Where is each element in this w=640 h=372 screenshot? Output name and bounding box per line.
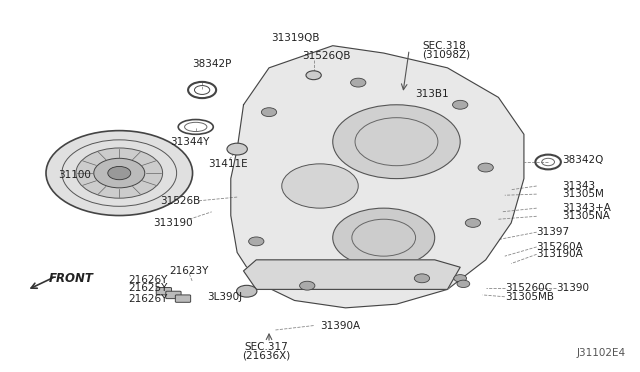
Circle shape xyxy=(414,274,429,283)
Text: 3L390J: 3L390J xyxy=(207,292,242,302)
Text: 31526QB: 31526QB xyxy=(302,51,351,61)
Text: J31102E4: J31102E4 xyxy=(577,348,626,358)
Text: SEC.317: SEC.317 xyxy=(244,341,288,352)
Circle shape xyxy=(237,285,257,297)
Circle shape xyxy=(454,275,467,282)
Text: 31319QB: 31319QB xyxy=(271,33,320,43)
Text: 313190: 313190 xyxy=(154,218,193,228)
Text: 31411E: 31411E xyxy=(208,159,248,169)
Text: 315260A: 315260A xyxy=(537,242,584,252)
Circle shape xyxy=(333,208,435,267)
Text: (31098Z): (31098Z) xyxy=(422,50,470,60)
Text: SEC.318: SEC.318 xyxy=(422,41,466,51)
Polygon shape xyxy=(244,260,460,289)
FancyBboxPatch shape xyxy=(175,295,191,302)
Circle shape xyxy=(248,237,264,246)
FancyBboxPatch shape xyxy=(166,291,181,299)
Text: 31526B: 31526B xyxy=(160,196,200,206)
Text: 21623Y: 21623Y xyxy=(170,266,209,276)
Text: 31390A: 31390A xyxy=(320,321,360,331)
Circle shape xyxy=(465,218,481,227)
Circle shape xyxy=(452,100,468,109)
Circle shape xyxy=(76,148,163,198)
Circle shape xyxy=(282,164,358,208)
Text: 31305MB: 31305MB xyxy=(505,292,554,302)
Text: 21626Y: 21626Y xyxy=(128,275,168,285)
Circle shape xyxy=(478,163,493,172)
Circle shape xyxy=(261,108,276,116)
Circle shape xyxy=(300,281,315,290)
Text: 315260C: 315260C xyxy=(505,283,552,292)
Circle shape xyxy=(94,158,145,188)
Polygon shape xyxy=(231,46,524,308)
Text: 21625Y: 21625Y xyxy=(128,283,168,292)
Text: 31305NA: 31305NA xyxy=(562,211,610,221)
Circle shape xyxy=(46,131,193,215)
Text: 31343: 31343 xyxy=(562,181,595,191)
Circle shape xyxy=(333,105,460,179)
Text: 21626Y: 21626Y xyxy=(128,294,168,304)
Text: 31343+A: 31343+A xyxy=(562,203,611,213)
Text: 31305M: 31305M xyxy=(562,189,604,199)
Circle shape xyxy=(227,143,247,155)
Circle shape xyxy=(108,166,131,180)
Text: 313190A: 313190A xyxy=(537,249,584,259)
Circle shape xyxy=(457,280,470,288)
Circle shape xyxy=(306,71,321,80)
Text: 31344Y: 31344Y xyxy=(170,137,209,147)
FancyBboxPatch shape xyxy=(156,288,172,295)
Text: 313B1: 313B1 xyxy=(415,89,449,99)
Text: 38342P: 38342P xyxy=(192,59,231,69)
Text: 31390: 31390 xyxy=(556,283,589,292)
Text: 31397: 31397 xyxy=(537,227,570,237)
Text: (21636X): (21636X) xyxy=(242,350,290,360)
Text: 38342Q: 38342Q xyxy=(562,155,604,165)
Circle shape xyxy=(351,78,366,87)
Text: FRONT: FRONT xyxy=(49,272,94,285)
Text: 31100: 31100 xyxy=(58,170,91,180)
